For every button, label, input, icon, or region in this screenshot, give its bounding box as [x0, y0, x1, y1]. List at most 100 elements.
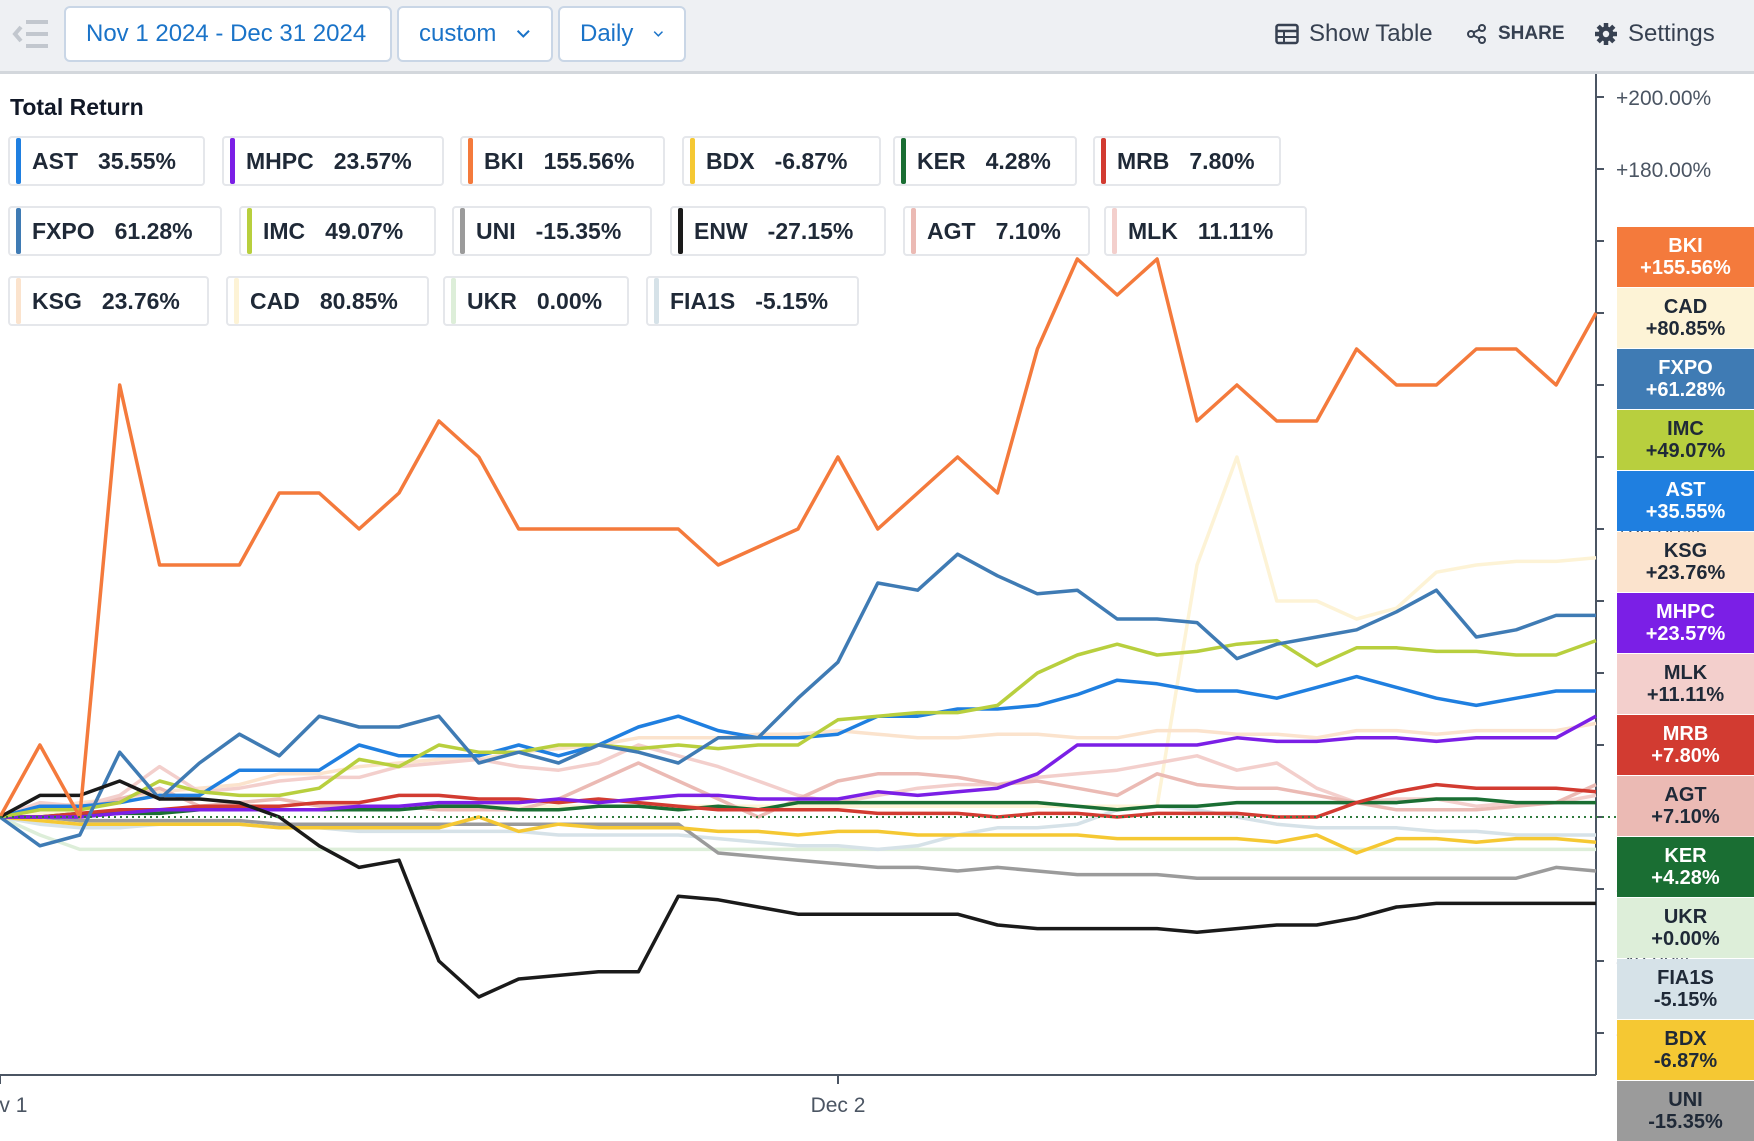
- legend-ticker: KER: [917, 147, 966, 174]
- legend-value: -5.15%: [755, 287, 829, 314]
- value-tag-bdx: BDX -6.87%: [1617, 1020, 1754, 1080]
- series-line-cad[interactable]: [0, 455, 1597, 819]
- legend-chip-imc[interactable]: IMC 49.07%: [239, 206, 436, 256]
- tag-ticker: MLK: [1663, 662, 1708, 684]
- legend-value: 7.80%: [1189, 147, 1255, 174]
- value-tag-mlk: MLK +11.11%: [1617, 654, 1754, 714]
- legend-swatch: [468, 138, 473, 184]
- legend-swatch: [16, 278, 21, 324]
- legend-swatch: [234, 278, 239, 324]
- tag-value: +35.55%: [1645, 501, 1726, 523]
- value-tag-mrb: MRB +7.80%: [1617, 715, 1754, 775]
- series-line-uni[interactable]: [0, 815, 1597, 880]
- legend-swatch: [16, 208, 21, 254]
- legend-value: -15.35%: [535, 217, 622, 244]
- series-line-bdx[interactable]: [0, 815, 1597, 855]
- range-mode-label: custom: [419, 20, 497, 47]
- series-line-enw[interactable]: [0, 779, 1596, 999]
- legend-value: 7.10%: [995, 217, 1061, 244]
- y-tick-label: +200.00%: [1616, 87, 1711, 110]
- legend-ticker: IMC: [263, 217, 306, 244]
- series-line-mhpc[interactable]: [0, 714, 1597, 819]
- legend-chip-fxpo[interactable]: FXPO 61.28%: [8, 206, 222, 256]
- legend-swatch: [247, 208, 252, 254]
- legend-chip-agt[interactable]: AGT 7.10%: [903, 206, 1090, 256]
- value-tag-ukr: UKR +0.00%: [1617, 898, 1754, 958]
- tag-ticker: KSG: [1663, 540, 1708, 562]
- menu-icon[interactable]: [12, 14, 52, 54]
- series-line-fxpo[interactable]: [0, 552, 1596, 848]
- chart-title: Total Return: [10, 94, 144, 120]
- legend-chip-bdx[interactable]: BDX -6.87%: [682, 136, 881, 186]
- series-line-mlk[interactable]: [0, 743, 1597, 819]
- legend-swatch: [911, 208, 916, 254]
- series-line-imc[interactable]: [0, 638, 1597, 819]
- tag-value: +4.28%: [1651, 867, 1720, 889]
- tag-ticker: IMC: [1667, 418, 1704, 440]
- table-icon: [1275, 23, 1299, 45]
- value-tag-ker: KER +4.28%: [1617, 837, 1754, 897]
- legend-value: 11.11%: [1197, 217, 1274, 244]
- series-line-bki[interactable]: [0, 257, 1598, 819]
- tag-value: +49.07%: [1645, 440, 1726, 462]
- value-tag-fxpo: FXPO +61.28%: [1617, 349, 1754, 409]
- legend-ticker: MRB: [1117, 147, 1170, 174]
- legend-chip-cad[interactable]: CAD 80.85%: [226, 276, 429, 326]
- legend-chip-fia1s[interactable]: FIA1S -5.15%: [646, 276, 859, 326]
- legend-ticker: ENW: [694, 217, 748, 244]
- tag-ticker: MHPC: [1656, 601, 1715, 623]
- legend-value: 155.56%: [543, 147, 635, 174]
- value-tag-bki: BKI +155.56%: [1617, 227, 1754, 287]
- legend-ticker: KSG: [32, 287, 82, 314]
- legend-swatch: [451, 278, 456, 324]
- value-tag-ksg: KSG +23.76%: [1617, 532, 1754, 592]
- legend-ticker: UKR: [467, 287, 517, 314]
- legend-chip-ukr[interactable]: UKR 0.00%: [443, 276, 629, 326]
- legend-swatch: [654, 278, 659, 324]
- legend-swatch: [460, 208, 465, 254]
- series-line-fia1s[interactable]: [0, 804, 1596, 852]
- legend-chip-ker[interactable]: KER 4.28%: [893, 136, 1077, 186]
- tag-ticker: FIA1S: [1657, 967, 1714, 989]
- series-line-ukr[interactable]: [0, 815, 1596, 852]
- legend-value: 49.07%: [325, 217, 404, 244]
- legend-chip-mlk[interactable]: MLK 11.11%: [1104, 206, 1307, 256]
- legend-chip-bki[interactable]: BKI 155.56%: [460, 136, 665, 186]
- legend-ticker: UNI: [476, 217, 516, 244]
- show-table-button[interactable]: Show Table: [1275, 16, 1433, 52]
- series-line-ast[interactable]: [0, 674, 1596, 819]
- legend-chip-ast[interactable]: AST 35.55%: [8, 136, 205, 186]
- legend-chip-enw[interactable]: ENW -27.15%: [670, 206, 886, 256]
- tag-ticker: UKR: [1663, 906, 1708, 928]
- show-table-label: Show Table: [1309, 20, 1433, 47]
- legend-value: 35.55%: [98, 147, 177, 174]
- legend-ticker: AST: [32, 147, 78, 174]
- legend-value: 23.76%: [101, 287, 180, 314]
- settings-label: Settings: [1628, 20, 1715, 47]
- legend-chip-mhpc[interactable]: MHPC 23.57%: [222, 136, 444, 186]
- chevron-down-icon: [517, 30, 531, 38]
- date-range-picker[interactable]: Nov 1 2024 - Dec 31 2024: [64, 6, 392, 62]
- share-button[interactable]: SHARE: [1466, 16, 1565, 52]
- legend-swatch: [1112, 208, 1117, 254]
- tag-ticker: BDX: [1664, 1028, 1707, 1050]
- tag-value: +61.28%: [1645, 379, 1726, 401]
- value-tag-cad: CAD +80.85%: [1617, 288, 1754, 348]
- tag-value: +80.85%: [1645, 318, 1726, 340]
- legend-ticker: AGT: [927, 217, 976, 244]
- tag-value: +0.00%: [1651, 928, 1720, 950]
- legend-chip-mrb[interactable]: MRB 7.80%: [1093, 136, 1281, 186]
- legend-chip-uni[interactable]: UNI -15.35%: [452, 206, 652, 256]
- legend-swatch: [690, 138, 695, 184]
- legend-ticker: BKI: [484, 147, 524, 174]
- legend-chip-ksg[interactable]: KSG 23.76%: [8, 276, 209, 326]
- settings-button[interactable]: Settings: [1594, 16, 1715, 52]
- series-line-mrb[interactable]: [0, 782, 1597, 819]
- interval-select[interactable]: Daily: [558, 6, 686, 62]
- series-line-ksg[interactable]: [0, 721, 1597, 819]
- range-mode-select[interactable]: custom: [397, 6, 553, 62]
- tag-value: +23.76%: [1645, 562, 1726, 584]
- legend-value: 80.85%: [319, 287, 398, 314]
- share-label: SHARE: [1498, 23, 1565, 44]
- value-tag-fia1s: FIA1S -5.15%: [1617, 959, 1754, 1019]
